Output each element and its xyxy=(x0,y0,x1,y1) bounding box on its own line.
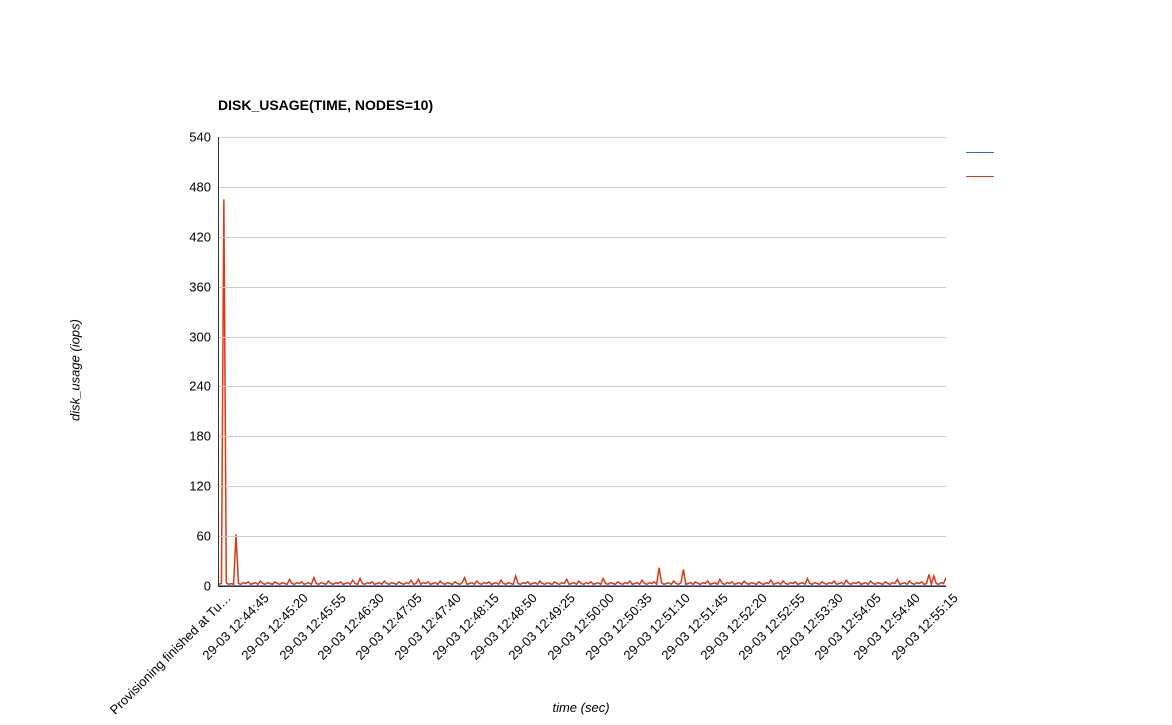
grid-line xyxy=(219,536,946,537)
grid-line xyxy=(219,386,946,387)
y-axis-label: disk_usage (iops) xyxy=(68,319,83,421)
series-red xyxy=(219,199,946,584)
y-tick-label: 540 xyxy=(189,130,211,145)
series-canvas xyxy=(219,137,946,586)
legend xyxy=(966,140,994,188)
grid-line xyxy=(219,287,946,288)
y-tick-label: 60 xyxy=(197,529,211,544)
y-tick-label: 180 xyxy=(189,429,211,444)
x-axis-label: time (sec) xyxy=(552,700,609,715)
chart-title: DISK_USAGE(TIME, NODES=10) xyxy=(218,97,433,113)
plot-area: 060120180240300360420480540Provisioning … xyxy=(218,137,946,587)
y-tick-label: 300 xyxy=(189,329,211,344)
grid-line xyxy=(219,137,946,138)
y-tick-label: 480 xyxy=(189,179,211,194)
y-tick-label: 0 xyxy=(204,579,211,594)
grid-line xyxy=(219,486,946,487)
grid-line xyxy=(219,337,946,338)
disk-usage-chart: DISK_USAGE(TIME, NODES=10) disk_usage (i… xyxy=(0,0,1172,725)
legend-item xyxy=(966,140,994,164)
y-tick-label: 120 xyxy=(189,479,211,494)
grid-line xyxy=(219,187,946,188)
y-tick-label: 240 xyxy=(189,379,211,394)
legend-item xyxy=(966,164,994,188)
y-tick-label: 360 xyxy=(189,279,211,294)
legend-swatch xyxy=(966,176,994,177)
grid-line xyxy=(219,436,946,437)
legend-swatch xyxy=(966,152,994,153)
y-tick-label: 420 xyxy=(189,229,211,244)
grid-line xyxy=(219,237,946,238)
